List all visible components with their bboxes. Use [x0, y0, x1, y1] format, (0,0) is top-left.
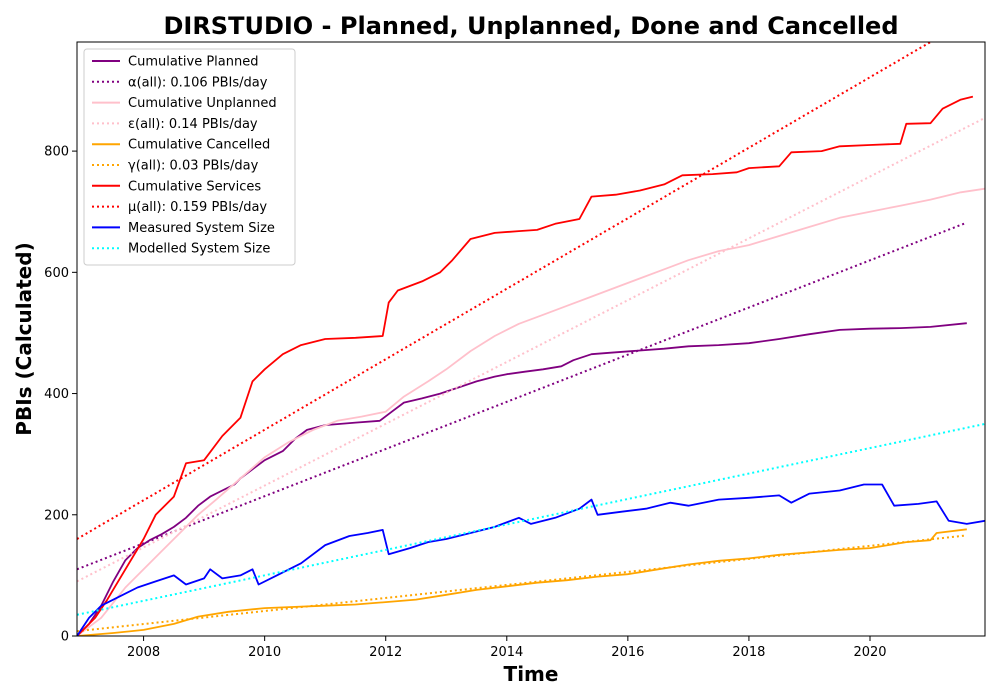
y-axis: 0 200 400 600 800	[44, 145, 77, 645]
x-tick-label: 2010	[248, 645, 281, 660]
series-line-all-0-03-pbis-day	[77, 534, 967, 633]
x-tick-label: 2014	[490, 645, 523, 660]
legend-label-cumulative-services: Cumulative Services	[128, 179, 261, 194]
series-line-cumulative-unplanned	[77, 187, 985, 636]
legend-label-cumulative-unplanned: Cumulative Unplanned	[128, 96, 277, 111]
series-line-cumulative-planned	[77, 322, 967, 636]
x-tick-label: 2012	[369, 645, 402, 660]
y-tick-label: 0	[61, 630, 69, 645]
legend-label-cumulative-cancelled: Cumulative Cancelled	[128, 138, 270, 153]
series-line-modelled-system-size	[77, 422, 985, 616]
legend-label-all-0-03-pbis-day: γ(all): 0.03 PBIs/day	[128, 159, 259, 174]
y-tick-label: 800	[44, 145, 69, 160]
legend-label-measured-system-size: Measured System Size	[128, 221, 275, 236]
legend-label-modelled-system-size: Modelled System Size	[128, 242, 270, 257]
y-tick-label: 600	[44, 266, 69, 281]
legend-box	[83, 48, 296, 266]
series-line-all-0-106-pbis-day	[77, 221, 968, 571]
series-line-measured-system-size	[77, 483, 985, 636]
legend-label-all-0-106-pbis-day: α(all): 0.106 PBIs/day	[128, 75, 268, 90]
legend-label-all-0-159-pbis-day: μ(all): 0.159 PBIs/day	[128, 200, 267, 215]
x-axis-label: Time	[504, 662, 559, 686]
x-tick-label: 2018	[732, 645, 765, 660]
legend: Cumulative Planned α(all): 0.106 PBIs/day…	[83, 48, 296, 266]
x-axis: 2008 2010 2012 2014 2016 2018 2020	[127, 636, 887, 660]
legend-label-cumulative-planned: Cumulative Planned	[128, 55, 258, 70]
series-line-cumulative-cancelled	[77, 528, 967, 636]
chart-title: DIRSTUDIO - Planned, Unplanned, Done and…	[163, 12, 898, 40]
x-tick-label: 2016	[611, 645, 644, 660]
legend-label-all-0-14-pbis-day: ε(all): 0.14 PBIs/day	[128, 117, 258, 132]
x-tick-label: 2008	[127, 645, 160, 660]
series-line-cumulative-services	[77, 95, 974, 636]
plot-frame	[76, 41, 986, 637]
y-tick-label: 200	[44, 508, 69, 523]
y-tick-label: 400	[44, 387, 69, 402]
x-tick-label: 2020	[853, 645, 886, 660]
y-axis-label: PBIs (Calculated)	[12, 242, 36, 435]
series-layer	[77, 42, 985, 636]
